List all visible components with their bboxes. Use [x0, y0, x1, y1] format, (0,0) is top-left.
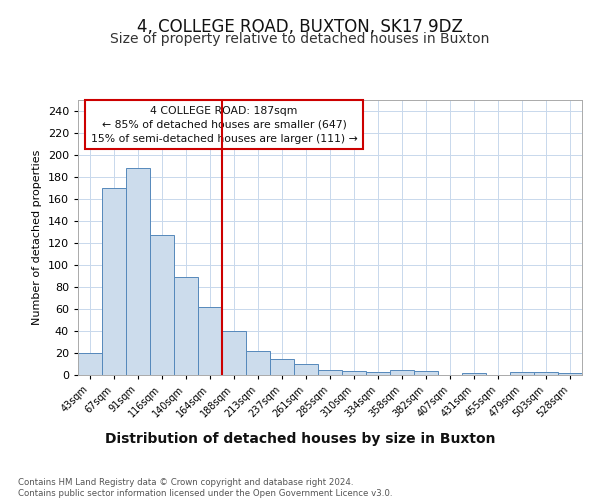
Bar	[222, 331, 246, 375]
Bar	[102, 188, 126, 375]
Bar	[366, 372, 390, 375]
Bar	[174, 277, 198, 375]
Bar	[390, 370, 414, 375]
Text: 4 COLLEGE ROAD: 187sqm
← 85% of detached houses are smaller (647)
15% of semi-de: 4 COLLEGE ROAD: 187sqm ← 85% of detached…	[91, 106, 358, 144]
Text: Contains HM Land Registry data © Crown copyright and database right 2024.
Contai: Contains HM Land Registry data © Crown c…	[18, 478, 392, 498]
Bar	[78, 353, 102, 375]
Bar	[510, 372, 534, 375]
Text: 4, COLLEGE ROAD, BUXTON, SK17 9DZ: 4, COLLEGE ROAD, BUXTON, SK17 9DZ	[137, 18, 463, 36]
Bar	[342, 370, 366, 375]
Bar	[246, 351, 270, 375]
Bar	[414, 370, 438, 375]
Bar	[198, 307, 222, 375]
Bar	[318, 370, 342, 375]
Bar	[270, 358, 294, 375]
Y-axis label: Number of detached properties: Number of detached properties	[32, 150, 42, 325]
Bar	[558, 373, 582, 375]
Bar	[462, 373, 486, 375]
Bar	[294, 364, 318, 375]
Text: Distribution of detached houses by size in Buxton: Distribution of detached houses by size …	[105, 432, 495, 446]
Bar	[534, 372, 558, 375]
Bar	[150, 236, 174, 375]
Text: Size of property relative to detached houses in Buxton: Size of property relative to detached ho…	[110, 32, 490, 46]
Bar	[126, 168, 150, 375]
